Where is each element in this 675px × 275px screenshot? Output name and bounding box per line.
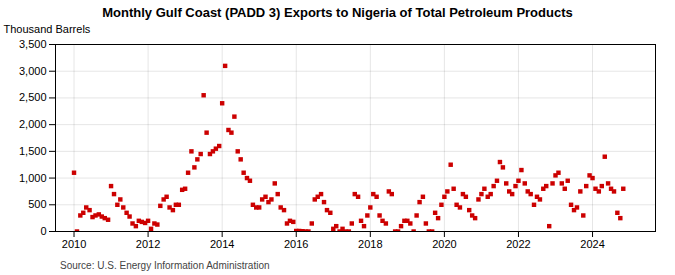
svg-text:2018: 2018 (358, 238, 382, 250)
svg-text:2020: 2020 (432, 238, 456, 250)
svg-text:2014: 2014 (210, 238, 234, 250)
svg-text:0: 0 (40, 225, 46, 237)
svg-text:2022: 2022 (506, 238, 530, 250)
svg-text:Thousand Barrels: Thousand Barrels (4, 23, 91, 35)
svg-text:1,500: 1,500 (19, 145, 47, 157)
html-text:Monthly Gulf Coast (PADD 3) Ex: Monthly Gulf Coast (PADD 3) Exports to N… (102, 5, 573, 20)
svg-text:2,000: 2,000 (19, 118, 47, 130)
svg-text:2016: 2016 (284, 238, 308, 250)
html-text:Source: U.S. Energy Informatio: Source: U.S. Energy Information Administ… (60, 260, 270, 271)
svg-text:2024: 2024 (580, 238, 604, 250)
svg-text:2012: 2012 (136, 238, 160, 250)
svg-text:3,000: 3,000 (19, 65, 47, 77)
svg-text:500: 500 (28, 198, 46, 210)
svg-text:2010: 2010 (62, 238, 86, 250)
svg-text:2,500: 2,500 (19, 91, 47, 103)
svg-text:1,000: 1,000 (19, 172, 47, 184)
svg-text:3,500: 3,500 (19, 38, 47, 50)
